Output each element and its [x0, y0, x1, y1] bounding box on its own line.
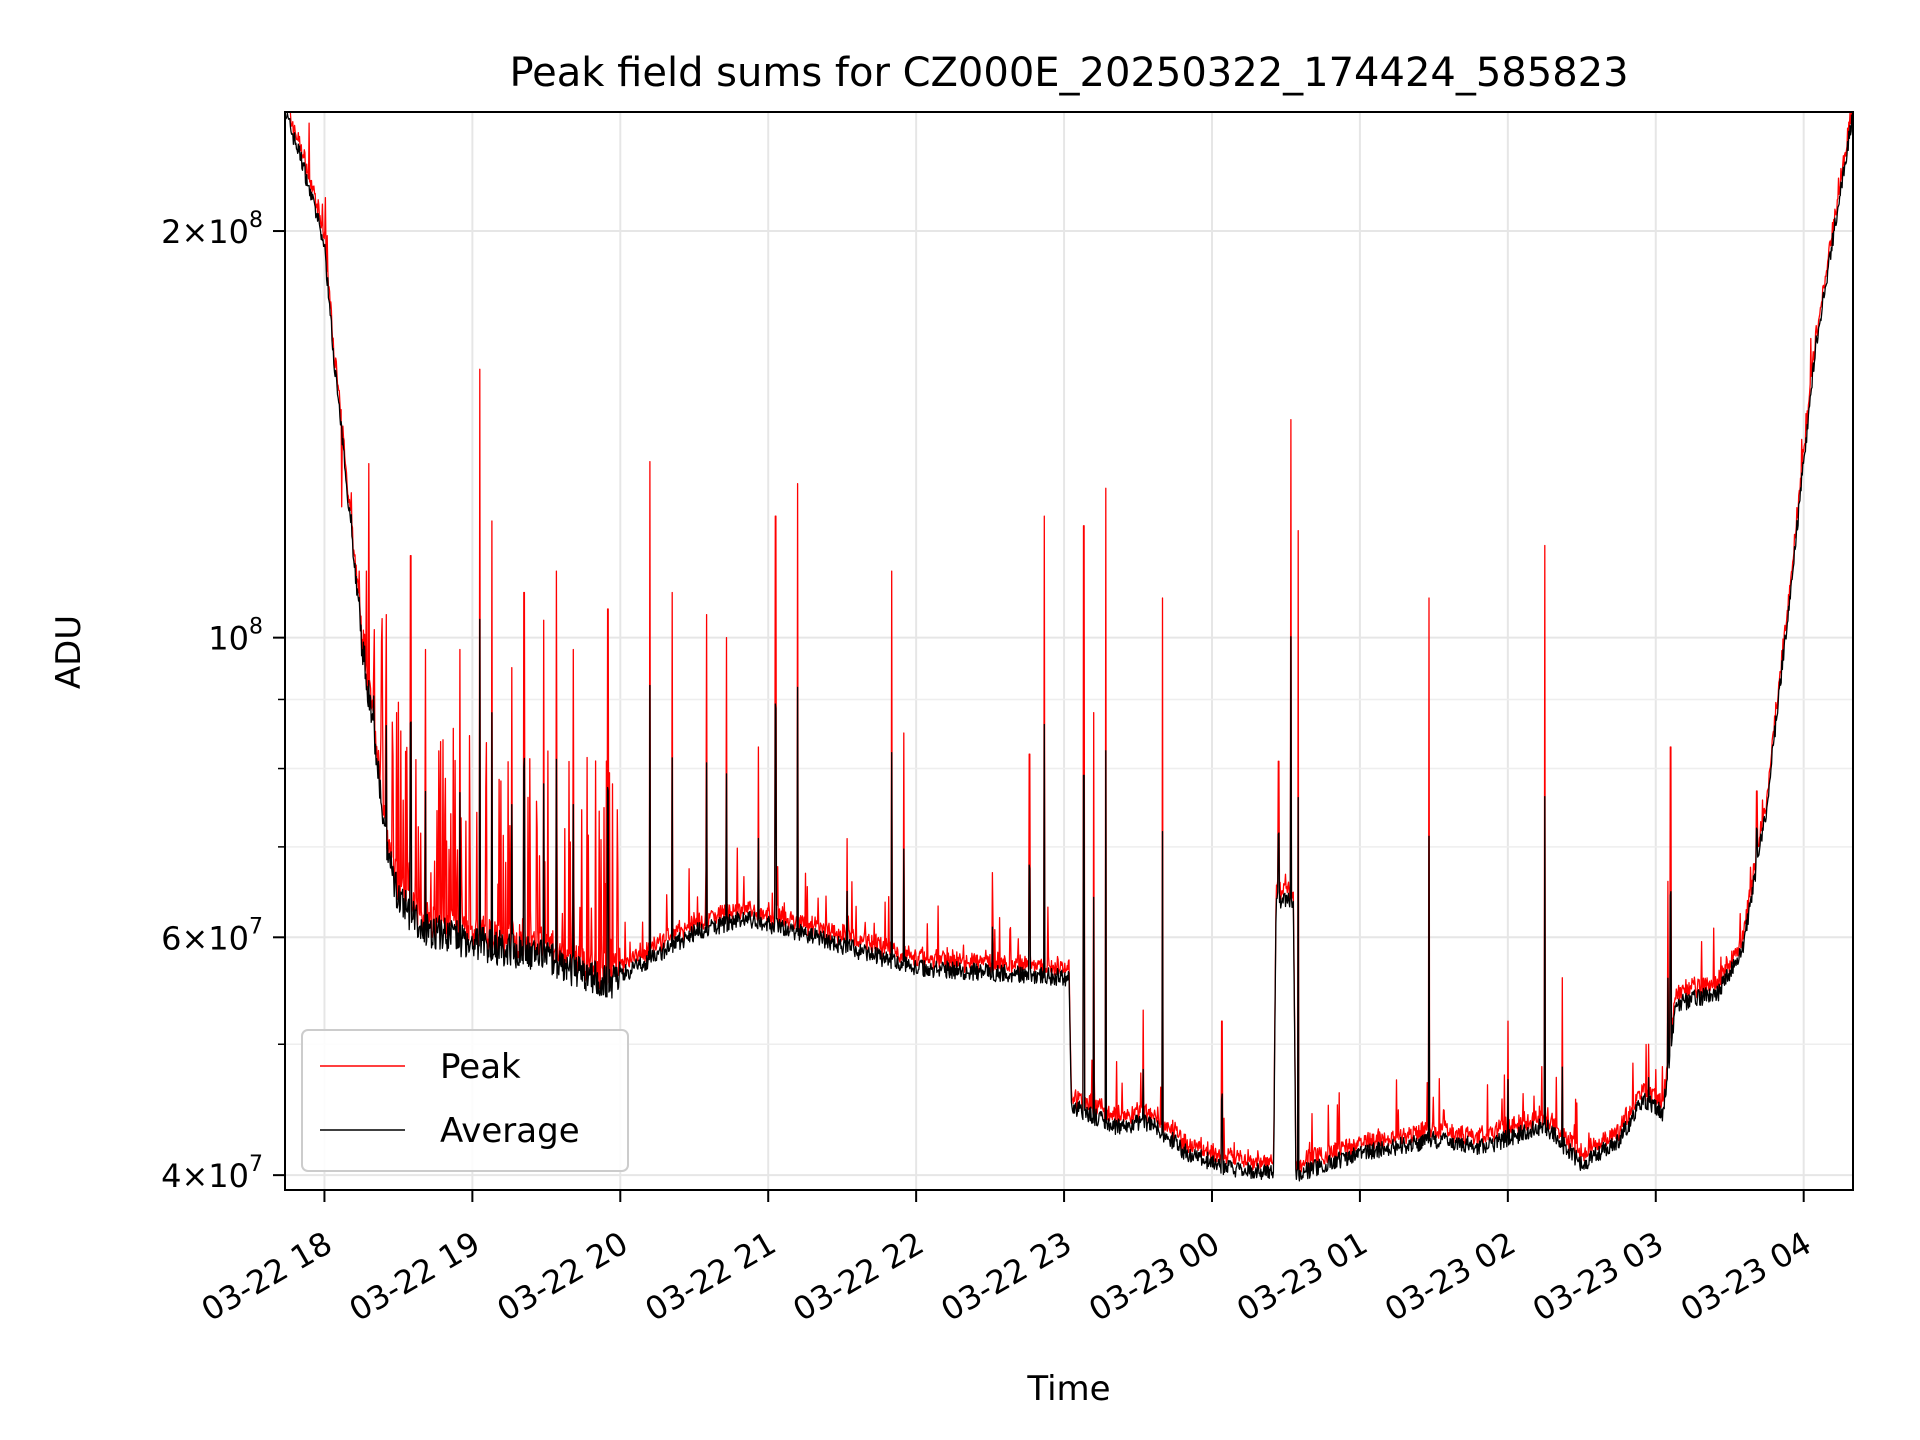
y-tick-label-exponent: 8: [249, 615, 263, 640]
y-tick-label-base: 4×10: [161, 1157, 249, 1195]
y-tick-label: 4×107: [161, 1152, 263, 1195]
y-tick-label-base: 10: [208, 620, 249, 658]
y-tick-label-base: 6×10: [161, 919, 249, 957]
y-tick-label-exponent: 8: [249, 208, 263, 233]
series-peak-line: [289, 112, 1853, 1173]
y-tick-label-exponent: 7: [249, 1152, 263, 1177]
y-tick-label-exponent: 7: [249, 914, 263, 939]
series-layer: [285, 112, 1853, 1182]
legend-peak-label: Peak: [440, 1047, 521, 1087]
y-axis-label: ADU: [49, 615, 89, 689]
y-tick-label: 2×108: [161, 208, 263, 251]
series-average-line: [285, 112, 1853, 1182]
legend-average-label: Average: [440, 1111, 580, 1151]
plot-frame: [284, 111, 1854, 1191]
y-tick-label: 6×107: [161, 914, 263, 957]
legend: Peak Average: [301, 1029, 629, 1172]
x-axis-label: Time: [1026, 1369, 1110, 1409]
chart-title: Peak field sums for CZ000E_20250322_1744…: [509, 50, 1628, 96]
grid-lines: [285, 112, 1853, 1190]
y-tick-label-base: 2×10: [161, 213, 249, 251]
y-tick-label: 108: [208, 615, 263, 658]
